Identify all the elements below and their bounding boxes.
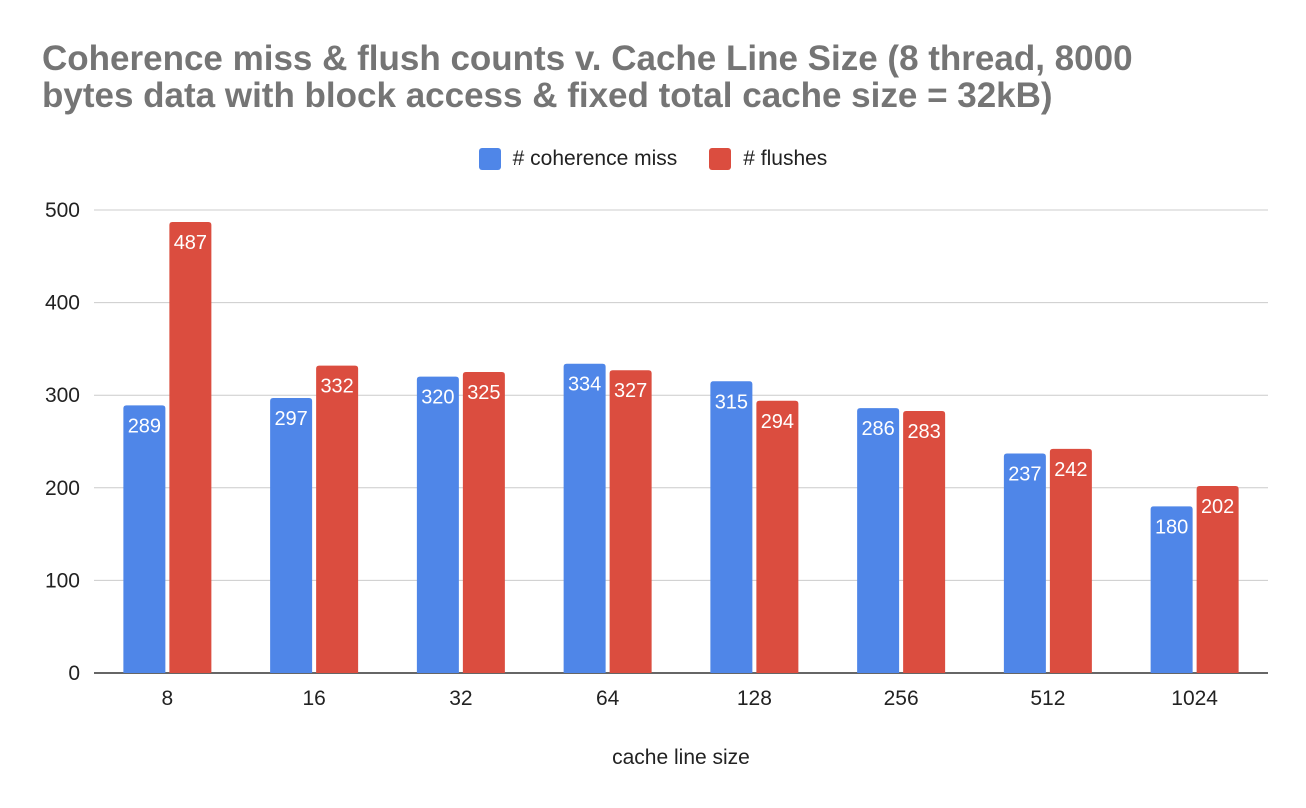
bar-flushes-1024	[1196, 485, 1239, 673]
bar-flushes-128	[756, 400, 799, 673]
bar-coherence-miss-8	[123, 405, 166, 673]
legend-label-flushes: # flushes	[743, 147, 828, 170]
legend-swatch-flushes	[709, 148, 732, 170]
bar-flushes-32	[462, 372, 505, 673]
bar-flushes-512	[1049, 448, 1092, 673]
bar-coherence-miss-64	[563, 363, 606, 673]
x-tick-label: 256	[884, 687, 919, 710]
data-label: 487	[174, 232, 207, 254]
x-tick-label: 16	[302, 687, 325, 710]
chart-title-line-1: Coherence miss & flush counts v. Cache L…	[42, 39, 1133, 78]
y-tick-label: 500	[45, 199, 80, 222]
data-label: 320	[421, 387, 454, 409]
legend-item-coherence-miss: # coherence miss	[478, 147, 678, 171]
x-tick-label: 128	[737, 687, 772, 710]
data-label: 286	[861, 418, 894, 440]
data-label: 283	[907, 421, 940, 443]
chart-title-line-2: bytes data with block access & fixed tot…	[42, 76, 1053, 115]
data-label: 315	[715, 391, 748, 413]
y-tick-label: 400	[45, 292, 80, 315]
x-tick-label: 32	[449, 687, 472, 710]
legend-item-flushes: # flushes	[709, 147, 827, 171]
y-tick-label: 200	[45, 477, 80, 500]
y-tick-label: 0	[68, 662, 80, 685]
bar-coherence-miss-32	[416, 376, 459, 673]
bar-flushes-8	[169, 222, 212, 673]
bar-coherence-miss-16	[270, 397, 313, 673]
bar-coherence-miss-256	[857, 408, 900, 673]
x-tick-label: 64	[596, 687, 620, 710]
x-tick-label: 8	[162, 687, 174, 710]
data-label: 297	[274, 408, 307, 430]
data-label: 294	[761, 411, 794, 433]
legend-label-coherence-miss: # coherence miss	[512, 147, 678, 170]
bar-coherence-miss-128	[710, 381, 753, 673]
bar-coherence-miss-512	[1003, 453, 1046, 673]
bar-flushes-16	[316, 365, 359, 673]
chart-legend: # coherence miss # flushes	[0, 146, 1306, 172]
data-label: 327	[614, 380, 647, 402]
data-label: 202	[1201, 496, 1234, 518]
chart-title: Coherence miss & flush counts v. Cache L…	[42, 40, 1282, 114]
data-label: 334	[568, 374, 601, 396]
bar-coherence-miss-1024	[1150, 506, 1193, 673]
data-label: 237	[1008, 464, 1041, 486]
data-label: 289	[128, 415, 161, 437]
data-label: 180	[1155, 516, 1188, 538]
data-label: 242	[1054, 459, 1087, 481]
y-tick-label: 100	[45, 569, 80, 592]
x-tick-label: 1024	[1171, 687, 1218, 710]
data-label: 332	[320, 376, 353, 398]
bar-flushes-256	[903, 410, 946, 673]
y-tick-label: 300	[45, 384, 80, 407]
x-tick-label: 512	[1030, 687, 1065, 710]
bar-flushes-64	[609, 370, 652, 673]
legend-swatch-coherence-miss	[478, 148, 501, 170]
x-axis-title: cache line size	[612, 746, 750, 769]
data-label: 325	[467, 382, 500, 404]
